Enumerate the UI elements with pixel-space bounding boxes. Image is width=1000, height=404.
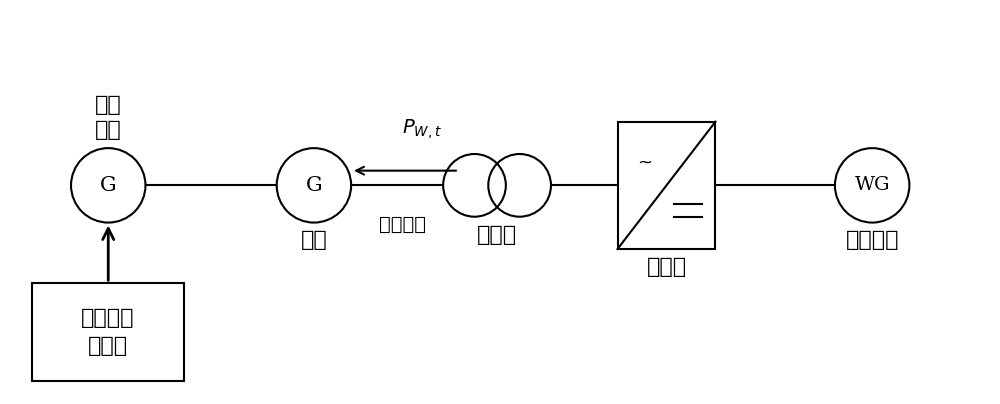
Text: G: G (100, 176, 117, 195)
Circle shape (488, 154, 551, 217)
Text: G: G (306, 176, 322, 195)
Circle shape (277, 148, 351, 223)
Circle shape (835, 148, 909, 223)
Text: 电极
锅炉: 电极 锅炉 (95, 95, 122, 140)
Bar (32, 283, 184, 381)
Text: 交流母线: 交流母线 (379, 215, 426, 234)
Text: 变压器: 变压器 (477, 225, 517, 244)
Text: $P_{W,t}$: $P_{W,t}$ (402, 118, 442, 141)
Text: 风电机组: 风电机组 (845, 230, 899, 250)
Text: 变流器: 变流器 (646, 257, 687, 277)
Circle shape (71, 148, 145, 223)
Text: ~: ~ (637, 154, 652, 171)
Text: WG: WG (854, 177, 890, 194)
Text: 电网: 电网 (301, 230, 327, 250)
Text: 模型调度
控制器: 模型调度 控制器 (81, 308, 135, 356)
Bar (618, 122, 715, 249)
Circle shape (443, 154, 506, 217)
